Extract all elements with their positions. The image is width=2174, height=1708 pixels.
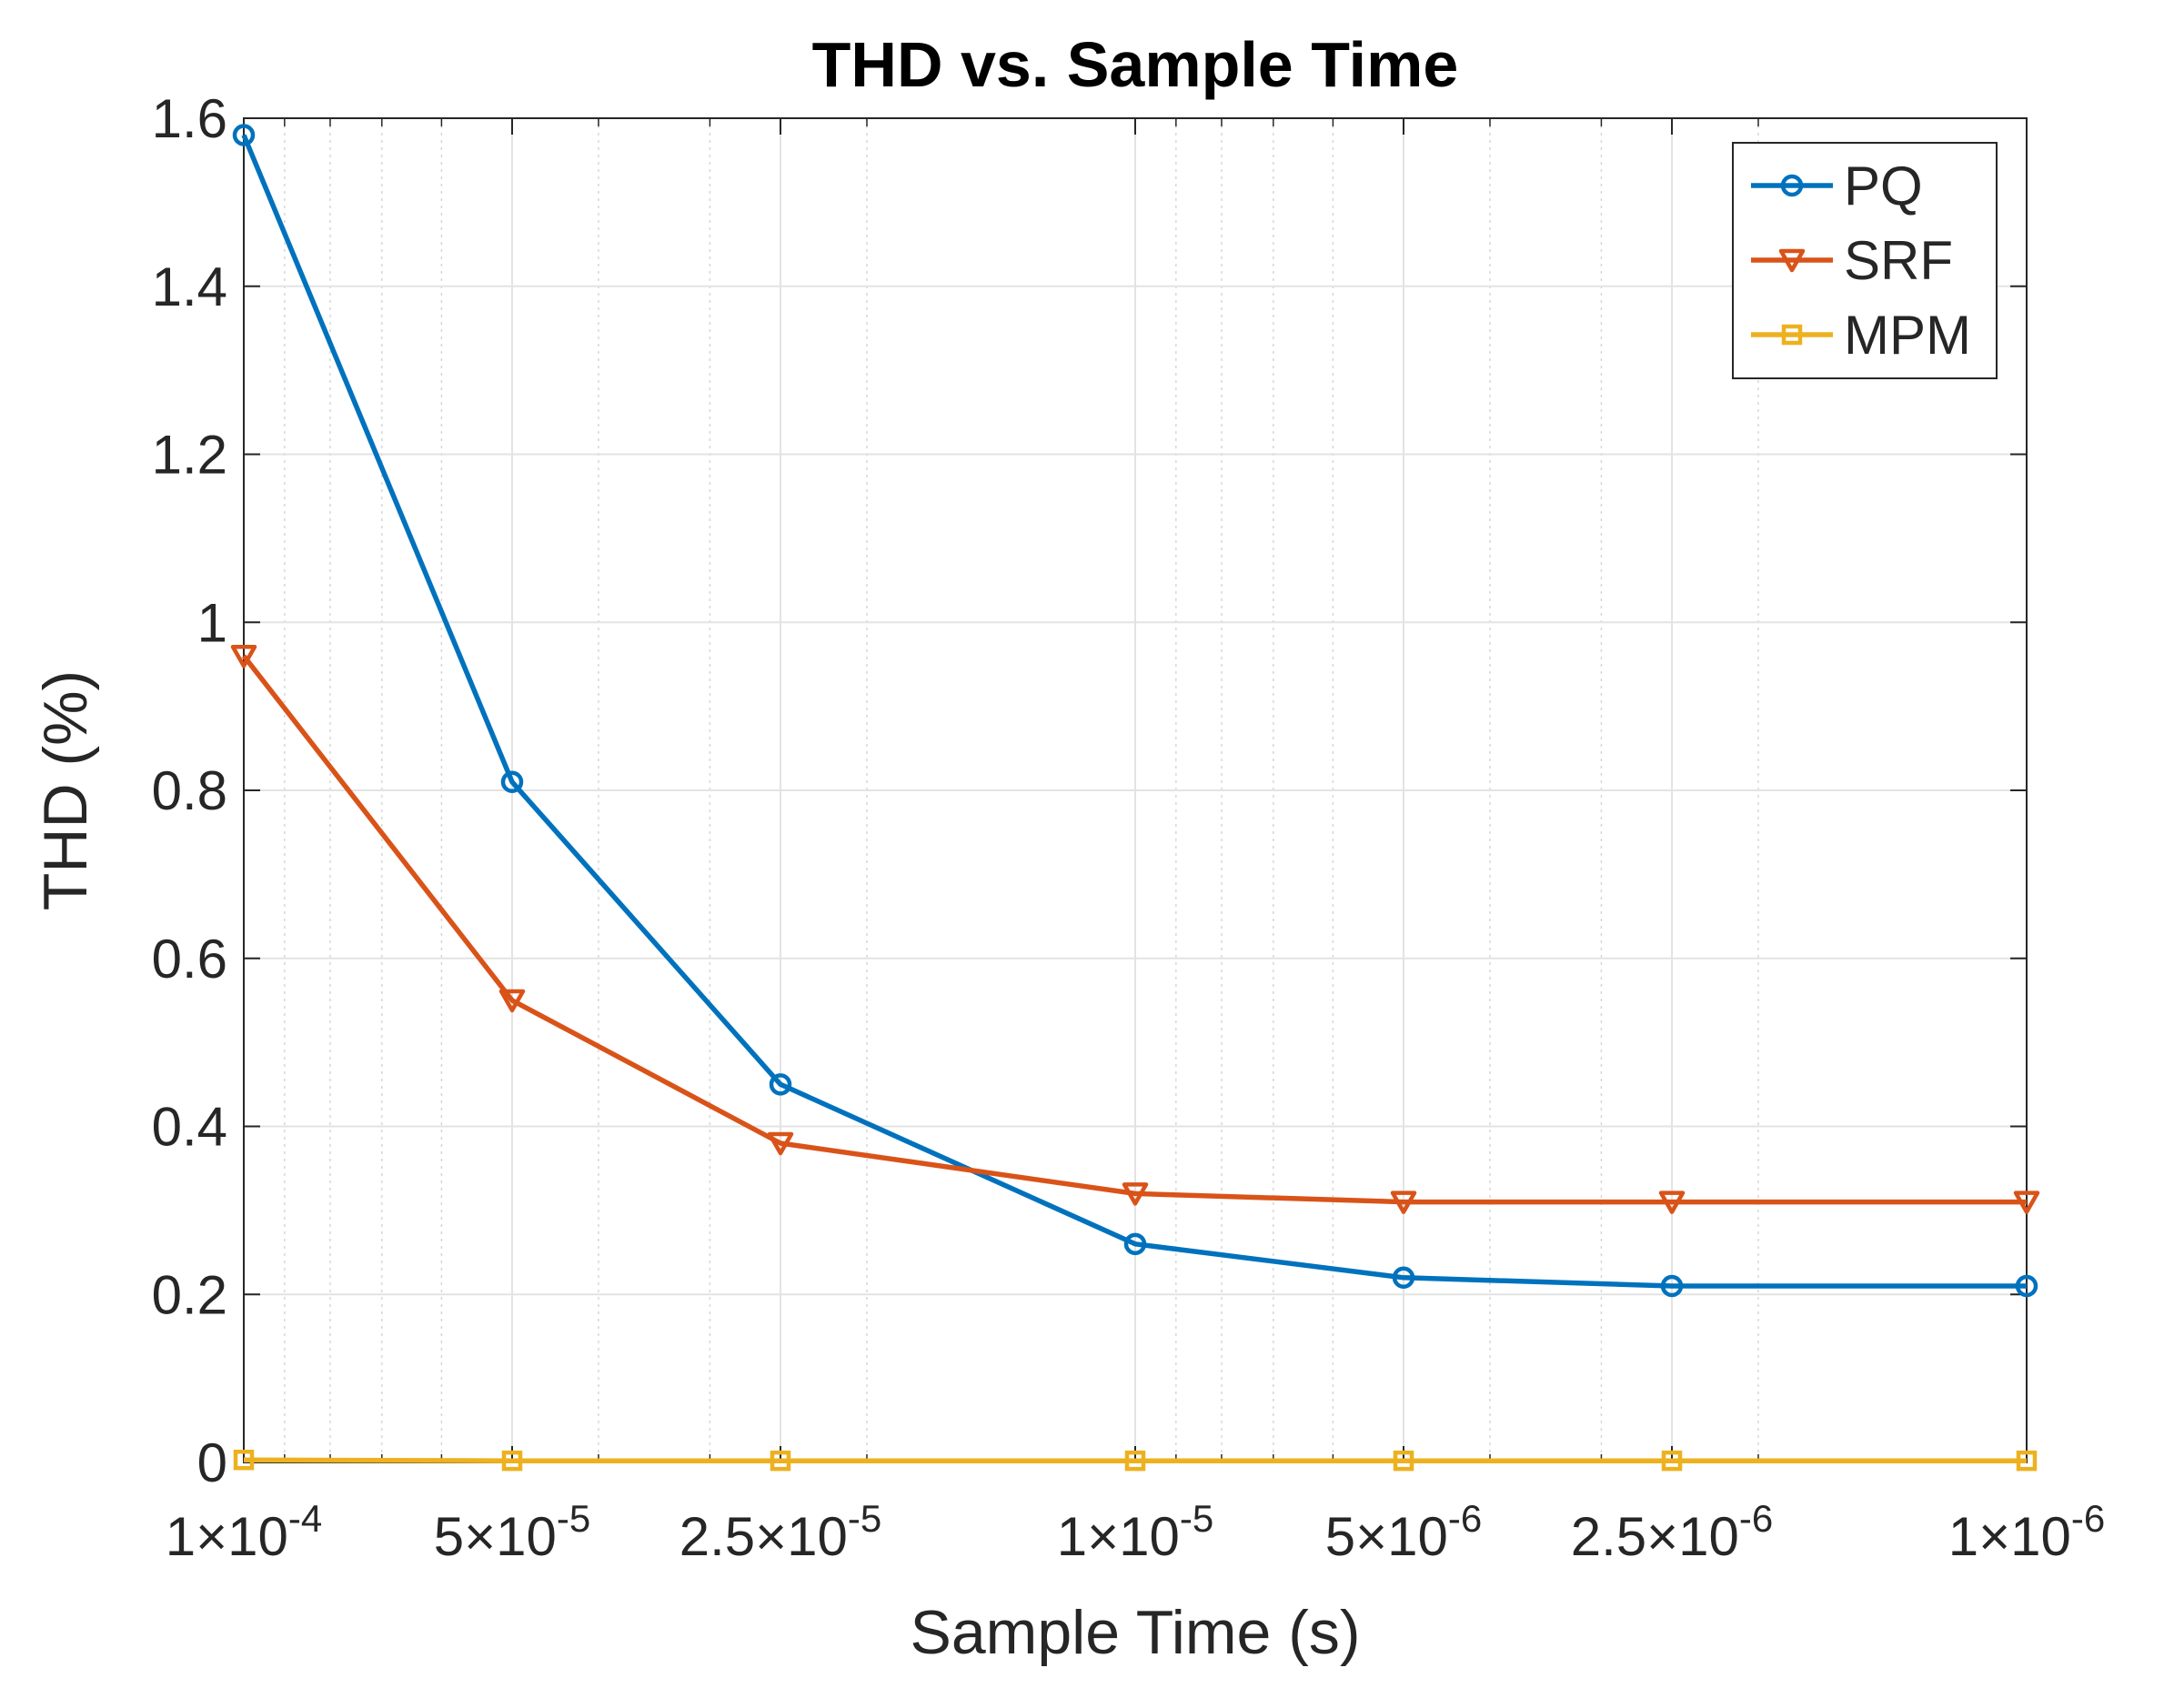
mpm-line — [243, 1457, 2027, 1463]
y-tick-label: 0.2 — [152, 1264, 227, 1325]
pq-point — [232, 124, 256, 146]
y-tick-label: 0.6 — [152, 929, 227, 990]
chart-title: THD vs. Sample Time — [812, 29, 1459, 100]
x-tick-label: 5×10-5 — [434, 1497, 591, 1567]
y-tick-label: 1.2 — [152, 425, 227, 486]
series-pq — [232, 124, 2038, 1298]
x-tick-label: 2.5×10-6 — [1571, 1497, 1774, 1567]
mpm-point — [1393, 1450, 1414, 1472]
srf-point — [498, 989, 526, 1013]
pq-line — [241, 134, 2027, 1289]
series-mpm — [233, 1449, 2038, 1472]
srf-point — [767, 1131, 794, 1156]
series-layer — [230, 124, 2040, 1472]
srf-point — [2013, 1191, 2040, 1214]
pq-point — [500, 770, 524, 794]
mpm-point — [2016, 1450, 2038, 1472]
y-tick-label: 0.8 — [152, 760, 227, 821]
x-tick-labels: 1×10-4 5×10-5 2.5×10-5 1×10-5 5×10-6 2.5×10-6… — [166, 1497, 2106, 1567]
y-tick-label: 1.6 — [152, 88, 227, 149]
srf-line — [241, 654, 2027, 1205]
pq-point — [1123, 1232, 1147, 1256]
legend-pq-label: PQ — [1844, 156, 1923, 216]
y-tick-label: 1.4 — [152, 256, 227, 317]
x-tick-label: 1×10-5 — [1057, 1497, 1214, 1567]
mpm-point — [1661, 1450, 1683, 1472]
legend-srf-marker — [1778, 248, 1806, 273]
legend-pq-marker — [1780, 174, 1804, 197]
mpm-point — [1124, 1450, 1146, 1472]
pq-point — [1392, 1266, 1415, 1290]
series-srf — [230, 644, 2040, 1214]
pq-point — [769, 1073, 792, 1096]
legend-srf-label: SRF — [1844, 230, 1953, 291]
pq-point — [2015, 1274, 2038, 1298]
srf-point — [1122, 1182, 1149, 1206]
legend-mpm-marker — [1781, 324, 1803, 346]
x-tick-label: 5×10-6 — [1325, 1497, 1483, 1567]
y-axis-label: THD (%) — [31, 670, 100, 910]
srf-point — [1658, 1191, 1686, 1214]
x-tick-label: 1×10-4 — [166, 1497, 323, 1567]
y-tick-label: 1 — [197, 592, 227, 653]
mpm-point — [501, 1450, 523, 1472]
y-tick-label: 0.4 — [152, 1097, 227, 1158]
pq-point — [1660, 1274, 1684, 1298]
legend-mpm-label: MPM — [1844, 305, 1971, 366]
x-tick-label: 2.5×10-5 — [679, 1497, 882, 1567]
mpm-point — [233, 1449, 255, 1471]
y-tick-label: 0 — [197, 1432, 227, 1493]
srf-point — [1390, 1191, 1417, 1214]
legend: PQ SRF MPM — [1732, 142, 1998, 379]
x-axis-label: Sample Time (s) — [911, 1598, 1361, 1667]
srf-point — [230, 644, 257, 668]
x-tick-label: 1×10-6 — [1948, 1497, 2106, 1567]
mpm-point — [770, 1450, 791, 1472]
y-tick-labels: 0 0.2 0.4 0.6 0.8 1 1.2 1.4 1.6 — [152, 88, 227, 1493]
